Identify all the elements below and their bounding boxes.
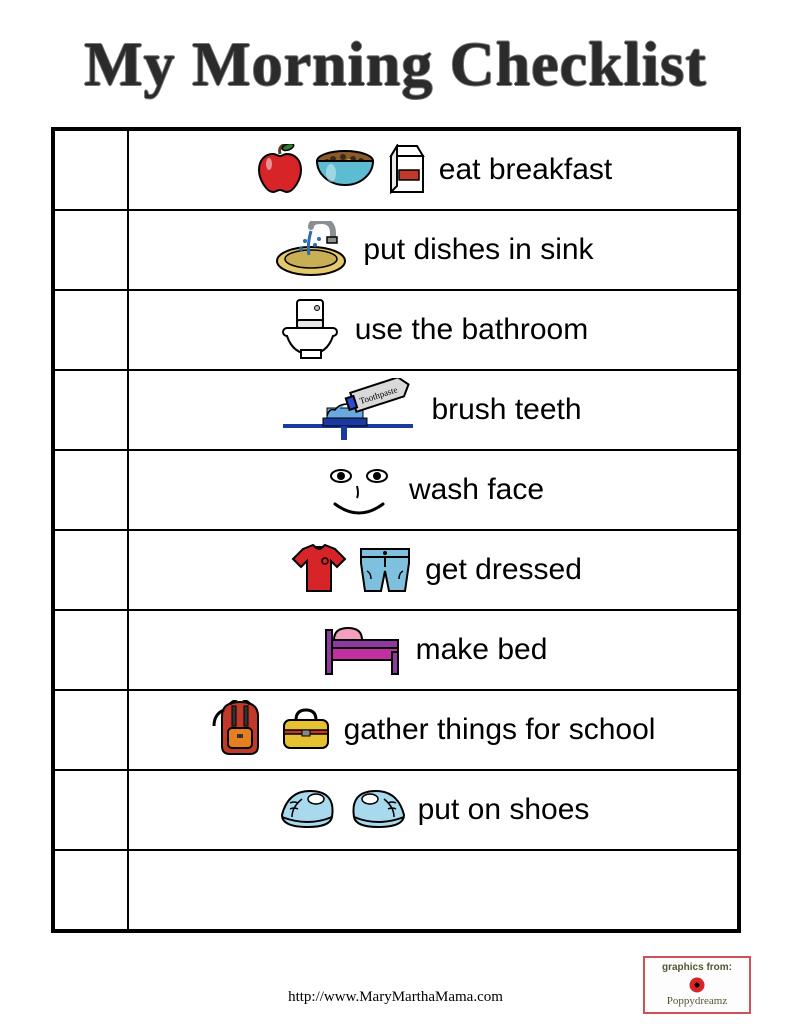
task-cell: make bed	[128, 610, 739, 690]
task-cell: put dishes in sink	[128, 210, 739, 290]
task-label: get dressed	[425, 553, 582, 587]
task-icons	[276, 787, 410, 833]
task-cell: use the bathroom	[128, 290, 739, 370]
task-icons	[283, 378, 423, 442]
checklist-row: wash face	[53, 450, 739, 530]
checklist-row: eat breakfast	[53, 129, 739, 210]
lunchbox-icon	[280, 706, 336, 754]
task-icons	[318, 622, 408, 678]
task-label: brush teeth	[431, 393, 581, 427]
checklist-row: make bed	[53, 610, 739, 690]
task-cell	[128, 850, 739, 931]
task-cell: eat breakfast	[128, 129, 739, 210]
apple-icon	[253, 144, 307, 196]
task-label: put dishes in sink	[363, 233, 593, 267]
footer-url: http://www.MaryMarthaMama.com	[288, 989, 503, 1006]
checklist-row	[53, 850, 739, 931]
sink-icon	[271, 221, 355, 279]
toilet-icon	[277, 298, 347, 362]
graphics-credit-box: graphics from: Poppydreamz	[643, 956, 751, 1014]
checkbox-cell[interactable]	[53, 290, 128, 370]
checkbox-cell[interactable]	[53, 690, 128, 770]
face-icon	[321, 462, 401, 518]
task-label: eat breakfast	[439, 153, 612, 187]
checklist-row: use the bathroom	[53, 290, 739, 370]
task-cell: put on shoes	[128, 770, 739, 850]
task-label: wash face	[409, 473, 544, 507]
task-icons	[321, 462, 401, 518]
task-label: gather things for school	[344, 713, 656, 747]
page-title: My Morning Checklist	[30, 30, 761, 101]
checkbox-cell[interactable]	[53, 530, 128, 610]
toothpaste-icon	[283, 378, 423, 442]
shirt-icon	[283, 543, 349, 597]
bed-icon	[318, 622, 408, 678]
task-icons	[253, 144, 431, 196]
checkbox-cell[interactable]	[53, 129, 128, 210]
task-icons	[283, 543, 417, 597]
task-icons	[210, 700, 336, 760]
credit-line2: Poppydreamz	[649, 995, 745, 1007]
milk-carton-icon	[385, 144, 431, 196]
checkbox-cell[interactable]	[53, 370, 128, 450]
checkbox-cell[interactable]	[53, 210, 128, 290]
checklist-row: put dishes in sink	[53, 210, 739, 290]
backpack-icon	[210, 700, 274, 760]
shorts-icon	[355, 543, 417, 597]
checkbox-cell[interactable]	[53, 450, 128, 530]
checklist-row: put on shoes	[53, 770, 739, 850]
checkbox-cell[interactable]	[53, 850, 128, 931]
checklist-row: gather things for school	[53, 690, 739, 770]
shoe-left-icon	[276, 787, 340, 833]
poppy-icon	[687, 975, 707, 995]
task-label: make bed	[416, 633, 548, 667]
task-cell: brush teeth	[128, 370, 739, 450]
task-label: put on shoes	[418, 793, 590, 827]
cereal-bowl-icon	[313, 147, 379, 193]
task-cell: gather things for school	[128, 690, 739, 770]
checklist-table: eat breakfast put dishes in sink use the b…	[51, 127, 741, 933]
checklist-row: get dressed	[53, 530, 739, 610]
task-cell: wash face	[128, 450, 739, 530]
shoe-right-icon	[346, 787, 410, 833]
checkbox-cell[interactable]	[53, 610, 128, 690]
task-icons	[277, 298, 347, 362]
worksheet-page: My Morning Checklist eat breakfast put di…	[0, 0, 791, 1024]
task-label: use the bathroom	[355, 313, 588, 347]
checkbox-cell[interactable]	[53, 770, 128, 850]
task-cell: get dressed	[128, 530, 739, 610]
task-icons	[271, 221, 355, 279]
credit-line1: graphics from:	[649, 962, 745, 973]
checklist-row: brush teeth	[53, 370, 739, 450]
